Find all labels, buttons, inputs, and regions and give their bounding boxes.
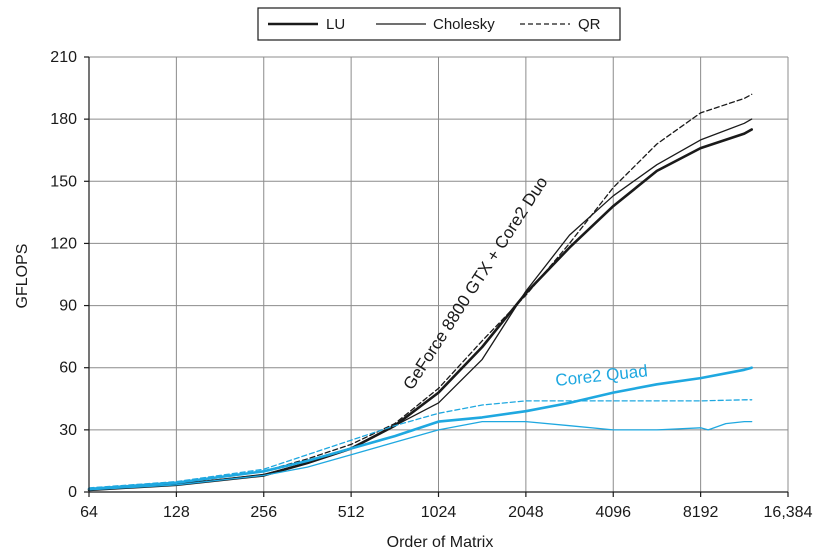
series-line-cpu-cholesky xyxy=(88,420,753,491)
legend: LU Cholesky QR xyxy=(257,7,621,41)
legend-label-qr: QR xyxy=(578,16,601,33)
y-tick-label: 60 xyxy=(59,360,77,377)
y-axis-label: GFLOPS xyxy=(14,244,31,309)
y-tick-label: 0 xyxy=(68,484,77,501)
x-tick-label: 1024 xyxy=(421,504,457,521)
y-tick-label: 90 xyxy=(59,298,77,315)
series-line-gpu-qr xyxy=(88,93,753,491)
series-line-gpu-lu xyxy=(87,128,753,492)
series-line-cpu-lu xyxy=(87,366,753,491)
x-tick-label: 512 xyxy=(338,504,365,521)
annotation-cpu: Core2 Quad xyxy=(554,361,648,390)
legend-label-cholesky: Cholesky xyxy=(433,16,495,33)
x-axis-label: Order of Matrix xyxy=(387,534,494,551)
y-tick-label: 120 xyxy=(50,235,77,252)
x-tick-label: 4096 xyxy=(595,504,631,521)
annotation-gpu: GeForce 8800 GTX + Core2 Duo xyxy=(399,173,551,393)
axes xyxy=(84,56,789,497)
grid xyxy=(88,56,789,493)
x-tick-label: 64 xyxy=(80,504,98,521)
x-tick-label: 128 xyxy=(163,504,190,521)
legend-box xyxy=(257,7,621,41)
y-tick-label: 30 xyxy=(59,422,77,439)
x-tick-label: 256 xyxy=(250,504,277,521)
legend-label-lu: LU xyxy=(326,16,345,33)
y-tick-label: 210 xyxy=(50,49,77,66)
y-tick-label: 180 xyxy=(50,111,77,128)
x-tick-label: 2048 xyxy=(508,504,544,521)
series-line-gpu-cholesky xyxy=(88,118,753,491)
x-tick-label: 8192 xyxy=(683,504,719,521)
y-tick-label: 150 xyxy=(50,173,77,190)
x-tick-label: 16,384 xyxy=(764,504,813,521)
series-line-cpu-qr xyxy=(88,399,753,489)
series-group xyxy=(87,93,753,492)
tick-labels: 64 128 256 512 1024 2048 4096 8192 16,384 0 30 60 90… xyxy=(50,49,812,521)
